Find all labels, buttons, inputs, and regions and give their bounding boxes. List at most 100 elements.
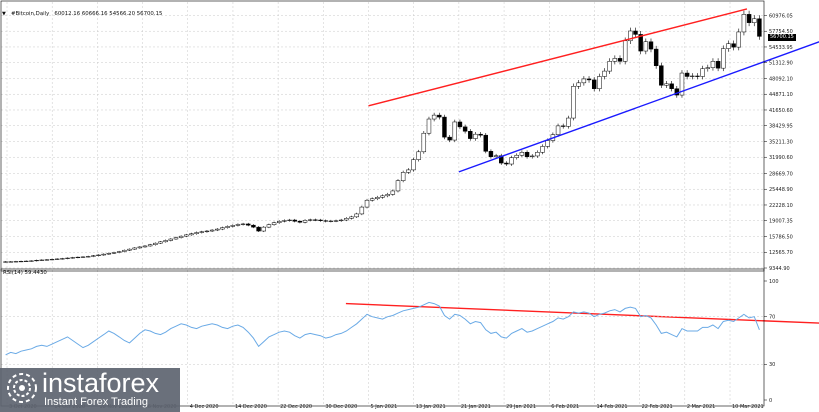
candle-bull (168, 238, 174, 241)
candle-bear (659, 65, 664, 86)
candle-bear (318, 219, 323, 221)
time-tick-label: 2 Mar 2021 (687, 404, 716, 410)
candle-bear (313, 219, 318, 221)
watermark-tagline: Instant Forex Trading (44, 396, 148, 408)
candle-bull (96, 254, 101, 256)
candle-bull (380, 195, 385, 198)
trendlines (345, 8, 819, 324)
candle-bull (39, 259, 44, 261)
candle-bull (261, 226, 266, 232)
candle-bull (75, 256, 81, 259)
candle-bull (158, 241, 163, 244)
candles (3, 10, 762, 263)
candle-bull (106, 253, 112, 255)
rsi-tick-label: 0 (769, 398, 772, 404)
candle-bull (44, 259, 50, 261)
candle-bear (648, 41, 654, 50)
candle-bull (3, 261, 8, 263)
candle-bull (18, 261, 24, 263)
candle-bear (638, 34, 643, 52)
candle-bull (163, 240, 168, 243)
candle-bull (354, 213, 359, 218)
candle-bull (540, 146, 545, 153)
candle-bull (555, 125, 561, 135)
rsi-line (5, 301, 760, 356)
candle-bull (277, 221, 282, 223)
candle-bear (561, 125, 566, 127)
candle-bull (690, 75, 695, 77)
candle-bull (664, 83, 669, 86)
price-tick-label: 57754.50 (769, 29, 793, 35)
candle-bull (545, 140, 550, 147)
candle-bull (679, 72, 685, 96)
price-badge: 56700.15 (768, 34, 796, 41)
candle-bull (344, 218, 349, 221)
price-pane-frame (0, 0, 765, 272)
candle-bear (499, 155, 504, 164)
candle-bull (411, 159, 416, 171)
candle-bear (442, 116, 447, 138)
candle-bull (111, 252, 117, 254)
time-tick-label: 10 Mar 2021 (732, 404, 764, 410)
time-tick-label: 5 Jan 2021 (371, 404, 398, 410)
candle-bull (55, 258, 60, 260)
candle-bear (478, 133, 483, 136)
candle-bull (576, 82, 581, 87)
candle-bull (142, 245, 148, 248)
time-tick-label: 14 Dec 2020 (235, 404, 267, 410)
candle-bear (323, 220, 328, 222)
rsi-divergence-trendline (345, 302, 819, 324)
candle-bull (80, 256, 86, 258)
candle-bull (736, 31, 741, 48)
candle-bull (338, 219, 344, 222)
candle-bull (359, 206, 365, 215)
candle-bull (535, 152, 540, 157)
candle-bull (705, 67, 710, 69)
price-tick-label: 48092.10 (769, 76, 793, 82)
candle-bull (643, 41, 649, 52)
candle-bear (715, 61, 721, 69)
candle-bull (400, 172, 406, 181)
candle-bull (24, 260, 29, 262)
candle-bear (695, 75, 700, 77)
rsi-tick-label: 70 (769, 315, 775, 321)
price-tick-label: 22228.10 (769, 203, 793, 209)
candle-bull (700, 68, 705, 77)
candle-bear (504, 162, 509, 165)
candle-bull (566, 117, 571, 127)
candle-bull (364, 199, 370, 208)
candle-bull (49, 259, 55, 261)
candle-bear (297, 221, 303, 223)
candle-bull (628, 30, 633, 42)
chart-header: ▼ #Bitcoin,Daily 60012.16 60666.16 54566… (2, 0, 162, 19)
candle-bull (302, 220, 308, 223)
candle-bull (390, 190, 396, 195)
candle-bear (251, 224, 256, 228)
price-tick-label: 19007.35 (769, 219, 793, 225)
price-tick-label: 51312.90 (769, 61, 793, 67)
candle-bull (287, 219, 292, 221)
candle-bull (328, 220, 334, 222)
candle-bull (473, 133, 478, 139)
candle-bull (597, 76, 602, 89)
candle-bull (282, 220, 287, 222)
candle-bull (184, 234, 189, 237)
candle-bear (633, 30, 638, 35)
candle-bull (220, 227, 225, 230)
candle-bear (246, 223, 251, 226)
candle-bull (581, 78, 587, 84)
candle-bull (34, 259, 39, 262)
candle-bull (173, 237, 179, 240)
candle-bull (8, 261, 13, 263)
instaforex-logo-icon (6, 372, 38, 404)
candle-bull (240, 223, 246, 225)
price-tick-label: 54533.95 (769, 45, 793, 51)
candle-bull (519, 152, 525, 156)
candle-bull (530, 155, 535, 157)
price-tick-label: 12565.70 (769, 250, 793, 256)
time-tick-label: 6 Feb 2021 (551, 404, 579, 410)
candle-bull (29, 260, 34, 262)
candle-bull (421, 132, 427, 153)
watermark-name: instaforex (42, 368, 160, 398)
